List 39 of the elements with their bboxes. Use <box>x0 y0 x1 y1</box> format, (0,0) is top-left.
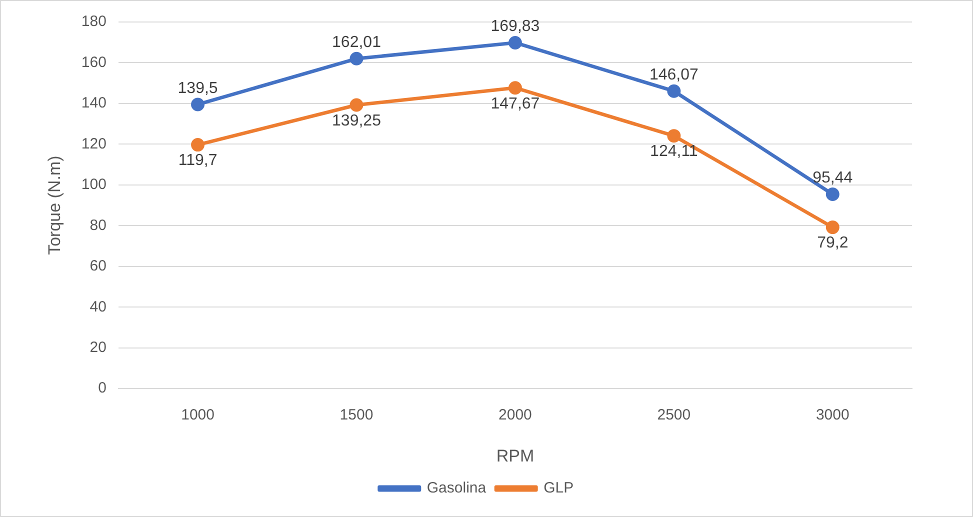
data-label: 169,83 <box>490 18 540 36</box>
y-tick-label: 160 <box>81 54 106 71</box>
data-label: 79,2 <box>817 234 848 252</box>
data-label: 95,44 <box>812 170 853 187</box>
point <box>508 36 522 50</box>
x-axis-title: RPM <box>496 446 534 466</box>
point <box>350 98 364 112</box>
data-label: 139,5 <box>178 80 218 97</box>
point <box>350 52 364 66</box>
point <box>191 138 205 152</box>
data-label: 146,07 <box>649 66 698 84</box>
point <box>667 84 681 98</box>
data-label: 147,67 <box>490 95 540 112</box>
legend-label: GLP <box>544 480 574 497</box>
x-tick-label: 1500 <box>340 406 374 424</box>
y-tick-label: 20 <box>90 339 106 356</box>
x-tick-label: 3000 <box>816 406 850 424</box>
data-label: 139,25 <box>332 112 382 130</box>
y-tick-label: 0 <box>98 380 106 397</box>
y-tick-label: 80 <box>90 216 106 234</box>
y-tick-label: 140 <box>81 94 106 112</box>
point <box>826 187 840 201</box>
y-tick-label: 120 <box>81 135 106 152</box>
y-tick-label: 180 <box>81 13 106 30</box>
point <box>191 98 205 112</box>
y-axis-title: Torque (N.m) <box>44 156 64 255</box>
y-tick-label: 40 <box>90 298 106 316</box>
y-tick-label: 100 <box>81 176 106 194</box>
x-tick-label: 2500 <box>657 406 691 424</box>
x-tick-label: 1000 <box>181 406 214 424</box>
point <box>667 129 681 143</box>
x-tick-label: 2000 <box>498 406 532 424</box>
legend-label: Gasolina <box>426 480 487 497</box>
data-label: 162,01 <box>332 34 382 52</box>
data-label: 119,7 <box>178 152 218 170</box>
point <box>826 220 840 234</box>
y-tick-label: 60 <box>90 258 106 275</box>
point <box>508 81 522 95</box>
data-label: 124,11 <box>650 143 698 160</box>
